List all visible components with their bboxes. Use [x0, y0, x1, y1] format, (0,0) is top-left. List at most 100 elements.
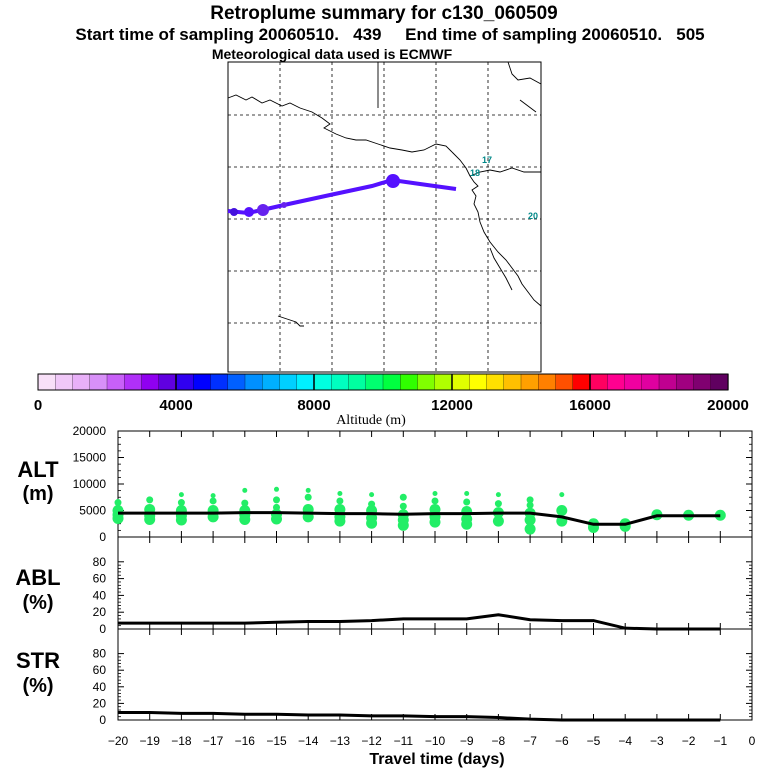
- colorbar-tick-label: 12000: [431, 397, 473, 414]
- colorbar-swatch: [296, 373, 315, 391]
- panel-alt: 20000 15000 10000 5000 0 ALT(m): [17, 424, 753, 544]
- colorbar-swatch: [693, 373, 712, 391]
- alt-scatter-point: [432, 491, 438, 497]
- panel-unit: (%): [22, 675, 53, 697]
- panel-frame: [117, 628, 753, 721]
- colorbar-swatch: [365, 373, 384, 391]
- x-tick-label: −16: [235, 734, 256, 748]
- alt-scatter-point: [273, 496, 280, 504]
- y-tick-label: 20: [93, 605, 107, 619]
- colorbar-swatch: [400, 373, 419, 391]
- panel-label: ABL: [15, 565, 60, 590]
- colorbar-swatch: [589, 373, 608, 391]
- colorbar-swatch: [244, 373, 263, 391]
- alt-scatter-point: [461, 518, 473, 530]
- colorbar-swatch: [175, 373, 194, 391]
- time-series-panels: 20000150001000050000ALT(m)806040200ABL(%…: [15, 424, 755, 768]
- y-tick-label: 15000: [73, 451, 107, 465]
- alt-scatter-point: [397, 519, 409, 531]
- colorbar-swatch: [451, 373, 470, 391]
- alt-scatter-point: [526, 496, 534, 504]
- y-tick-label: 5000: [79, 504, 106, 518]
- x-tick-label: −20: [108, 734, 129, 748]
- colorbar-swatch: [486, 373, 505, 391]
- x-tick-label: −18: [171, 734, 192, 748]
- alt-scatter-point: [144, 514, 156, 526]
- colorbar-swatch: [37, 373, 56, 391]
- y-tick-label: 60: [93, 572, 107, 586]
- x-tick-label: −19: [140, 734, 161, 748]
- colorbar-swatch: [158, 373, 177, 391]
- x-tick-label: −14: [298, 734, 319, 748]
- colorbar-swatch: [55, 373, 74, 391]
- alt-scatter-point: [524, 514, 536, 526]
- alt-scatter-point: [304, 493, 312, 501]
- altitude-colorbar: [37, 373, 729, 391]
- series-line: [118, 511, 721, 526]
- alt-scatter-point: [242, 487, 248, 493]
- x-tick-label: −10: [425, 734, 446, 748]
- alt-scatter-point: [399, 493, 407, 501]
- y-tick-label: 0: [99, 530, 106, 544]
- colorbar-swatch: [710, 373, 729, 391]
- panel-str: 80 60 40 20 0 STR(%): [16, 628, 753, 727]
- x-tick-label: 0: [749, 734, 756, 748]
- series-line: [118, 711, 721, 722]
- colorbar-swatch: [313, 373, 332, 391]
- map-marker-17: 17: [482, 155, 492, 165]
- y-tick-label: 10000: [73, 477, 107, 491]
- trajectory-point: [244, 207, 254, 217]
- colorbar-tick-label: 8000: [297, 397, 330, 414]
- colorbar-swatch: [607, 373, 626, 391]
- alt-scatter-point: [524, 523, 536, 535]
- panel-unit: (%): [22, 592, 53, 614]
- colorbar-swatch: [641, 373, 660, 391]
- alt-scatter-point: [494, 500, 502, 508]
- colorbar-tick-label: 0: [34, 397, 42, 414]
- x-tick-label: −1: [713, 734, 727, 748]
- colorbar-swatch: [520, 373, 539, 391]
- alt-scatter-point: [464, 491, 470, 497]
- panel-unit: (m): [22, 483, 53, 505]
- colorbar-swatch: [572, 373, 591, 391]
- alt-scatter-point: [366, 517, 378, 529]
- x-tick-label: −15: [266, 734, 287, 748]
- alt-scatter-point: [274, 486, 279, 492]
- alt-scatter-point: [337, 491, 343, 497]
- panel-abl: 80 60 40 20 0 ABL(%): [15, 536, 753, 636]
- map-frame: [227, 61, 542, 373]
- colorbar-swatch: [469, 373, 488, 391]
- alt-scatter-point: [241, 499, 249, 507]
- colorbar-swatch: [624, 373, 643, 391]
- alt-scatter-point: [210, 493, 216, 499]
- trajectory-point: [230, 208, 238, 216]
- trajectory-point: [386, 174, 400, 188]
- x-tick-label: −17: [203, 734, 224, 748]
- colorbar-swatch: [141, 373, 160, 391]
- alt-scatter-point: [239, 514, 251, 526]
- alt-scatter-point: [431, 497, 439, 505]
- panel-label: STR: [16, 648, 60, 673]
- x-tick-labels: −20 −19 −18 −17 −16 −15 −14 −13 −12 −11 −10 −9 −8 −7−…: [108, 734, 756, 748]
- x-tick-label: −5: [587, 734, 601, 748]
- colorbar-swatch: [279, 373, 298, 391]
- alt-scatter-point: [399, 502, 407, 510]
- alt-scatter-point: [463, 498, 471, 506]
- colorbar-swatch: [72, 373, 91, 391]
- x-tick-label: −3: [650, 734, 664, 748]
- x-tick-label: −6: [555, 734, 569, 748]
- x-tick-label: −11: [394, 734, 414, 748]
- colorbar-swatch: [658, 373, 677, 391]
- alt-scatter-point: [209, 497, 217, 505]
- alt-scatter-point: [112, 512, 124, 524]
- alt-scatter-point: [305, 487, 311, 493]
- trajectory-point: [257, 204, 269, 216]
- alt-scatter-point: [559, 492, 565, 498]
- x-tick-label: −12: [361, 734, 382, 748]
- y-tick-label: 60: [93, 663, 107, 677]
- x-tick-label: −4: [618, 734, 632, 748]
- alt-scatter-point: [178, 492, 184, 498]
- x-axis-label: Travel time (days): [369, 751, 504, 768]
- alt-scatter-point: [114, 499, 122, 507]
